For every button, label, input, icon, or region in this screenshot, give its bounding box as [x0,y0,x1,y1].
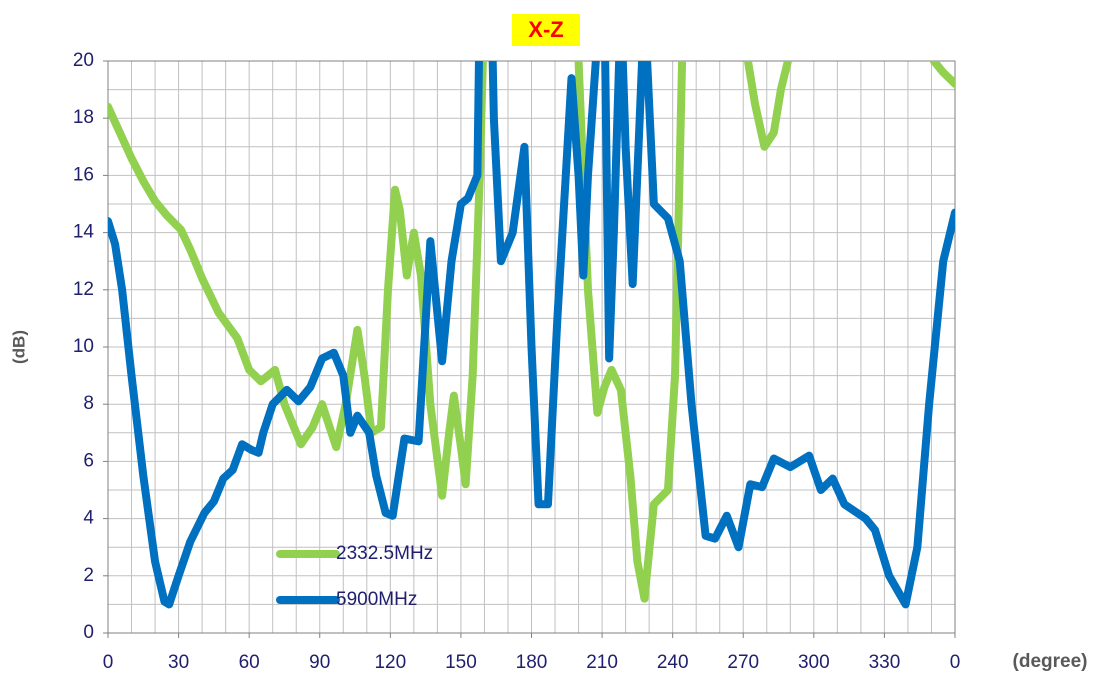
x-tick-label: 60 [239,652,260,673]
series-line [108,61,955,603]
y-tick-label: 10 [73,336,94,357]
y-tick-label: 20 [73,50,94,71]
y-tick-label: 18 [73,107,94,128]
title-box [512,14,580,46]
x-tick-label: 180 [516,652,548,673]
x-tick-label: 0 [950,652,961,673]
x-tick-label: 300 [798,652,830,673]
x-tick-label: 210 [586,652,618,673]
y-tick-label: 16 [73,164,94,185]
y-tick-label: 8 [83,393,94,414]
x-tick-label: 240 [657,652,689,673]
y-axis-label: (dB) [9,330,28,364]
y-tick-label: 0 [83,622,94,643]
x-axis-label: (degree) [1013,651,1088,672]
y-tick-label: 6 [83,450,94,471]
series-line [108,61,955,609]
y-tick-label: 2 [83,565,94,586]
legend-label: 2332.5MHz [336,543,433,564]
x-tick-label: 0 [103,652,114,673]
chart-title: X-Z [528,17,563,42]
y-tick-label: 14 [73,222,95,243]
x-tick-label: 120 [374,652,406,673]
x-tick-label: 30 [168,652,189,673]
x-tick-label: 270 [727,652,759,673]
legend-label: 5900MHz [336,589,417,610]
x-tick-label: 150 [445,652,477,673]
x-tick-label: 330 [869,652,901,673]
y-tick-label: 12 [73,279,94,300]
x-tick-label: 90 [309,652,330,673]
y-tick-label: 4 [83,508,94,529]
